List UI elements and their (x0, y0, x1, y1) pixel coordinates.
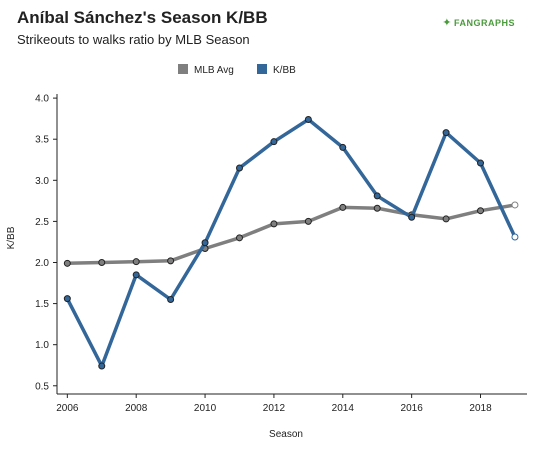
data-point-mlb-avg (132, 258, 140, 266)
data-point-mlb-avg (270, 220, 278, 228)
x-tick-label: 2008 (125, 403, 148, 414)
x-axis-title: Season (269, 429, 303, 440)
data-point-k-bb (167, 295, 175, 303)
legend-label: K/BB (273, 65, 296, 76)
x-tick-label: 2010 (194, 403, 217, 414)
data-point-mlb-avg (373, 204, 381, 212)
data-point-k-bb (442, 129, 450, 137)
legend-label: MLB Avg (194, 65, 234, 76)
data-point-k-bb (304, 115, 312, 123)
x-tick-label: 2016 (401, 403, 424, 414)
data-point-k-bb (132, 271, 140, 279)
data-point-mlb-avg (442, 215, 450, 223)
data-point-k-bb (63, 295, 71, 303)
y-tick-label: 3.5 (35, 135, 49, 146)
x-tick-label: 2014 (332, 403, 355, 414)
data-point-k-bb (477, 159, 485, 167)
chart-title: Aníbal Sánchez's Season K/BB (17, 8, 268, 27)
x-tick-label: 2012 (263, 403, 286, 414)
legend-swatch (257, 64, 267, 74)
y-tick-label: 3.0 (35, 176, 49, 187)
data-point-k-bb (235, 164, 243, 172)
data-point-mlb-avg (511, 201, 519, 209)
data-point-mlb-avg (339, 203, 347, 211)
y-tick-label: 1.0 (35, 340, 49, 351)
y-tick-label: 0.5 (35, 381, 49, 392)
fangraphs-logo-text: FANGRAPHS (453, 17, 515, 28)
data-point-k-bb (408, 213, 416, 221)
data-point-mlb-avg (167, 257, 175, 265)
data-point-k-bb (373, 192, 381, 200)
data-point-mlb-avg (98, 258, 106, 266)
x-tick-label: 2006 (56, 403, 79, 414)
series-line-mlb-avg (65, 203, 517, 266)
data-point-mlb-avg (304, 217, 312, 225)
x-tick-label: 2018 (469, 403, 492, 414)
y-axis-title: K/BB (6, 226, 17, 249)
y-tick-label: 4.0 (35, 94, 49, 105)
chart-subtitle: Strikeouts to walks ratio by MLB Season (17, 32, 250, 47)
series-line-k-bb (65, 117, 517, 368)
data-point-mlb-avg (477, 207, 485, 215)
data-point-mlb-avg (235, 234, 243, 242)
y-tick-label: 2.5 (35, 217, 49, 228)
data-point-k-bb (270, 138, 278, 146)
data-point-k-bb (339, 143, 347, 151)
legend-swatch (178, 64, 188, 74)
fangraphs-logo[interactable]: ✦ FANGRAPHS (442, 16, 515, 29)
data-point-k-bb (201, 239, 209, 247)
data-point-mlb-avg (63, 259, 71, 267)
y-tick-label: 2.0 (35, 258, 49, 269)
fangraphs-logo-icon: ✦ (442, 17, 452, 29)
data-point-k-bb (511, 233, 519, 241)
data-point-k-bb (98, 362, 106, 370)
y-tick-label: 1.5 (35, 299, 49, 310)
